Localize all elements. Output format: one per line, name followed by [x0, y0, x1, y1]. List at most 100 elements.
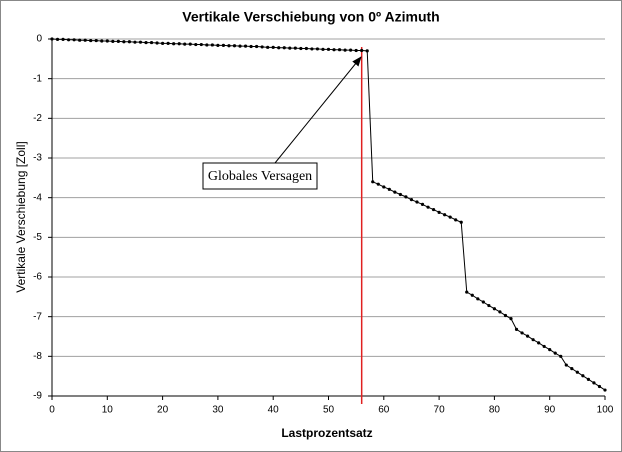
y-tick-label: -6	[33, 272, 42, 283]
point	[354, 48, 358, 53]
point	[586, 377, 591, 381]
x-tick-label: 60	[378, 405, 390, 416]
point	[537, 341, 541, 345]
point	[409, 198, 414, 202]
point	[542, 344, 546, 349]
x-tick-label: 80	[489, 405, 501, 416]
x-tick-label: 20	[157, 405, 169, 416]
point	[559, 354, 563, 358]
x-tick-label: 0	[49, 405, 55, 416]
point	[238, 44, 242, 48]
point	[72, 38, 76, 42]
point	[221, 43, 226, 47]
point	[487, 303, 491, 308]
point	[282, 46, 286, 50]
point	[293, 46, 297, 50]
point	[199, 42, 203, 47]
y-tick-label: -2	[33, 113, 42, 124]
point	[260, 45, 264, 49]
x-tick-label: 90	[544, 405, 556, 416]
point	[172, 42, 176, 46]
point	[360, 48, 364, 53]
point	[266, 45, 270, 49]
point	[454, 218, 458, 222]
x-axis-label: Lastprozentsatz	[281, 426, 372, 440]
point	[581, 374, 585, 378]
point	[426, 205, 430, 209]
point	[531, 338, 535, 342]
point	[492, 307, 496, 311]
point	[144, 40, 148, 45]
point	[188, 42, 192, 46]
point	[116, 39, 120, 43]
x-tick-label: 10	[102, 405, 114, 416]
point	[564, 363, 568, 367]
point	[597, 384, 602, 389]
point	[443, 213, 447, 217]
point	[448, 215, 452, 219]
point	[553, 351, 557, 355]
point	[100, 39, 104, 43]
point	[398, 192, 402, 197]
y-tick-label: -4	[33, 192, 42, 203]
point	[465, 290, 469, 294]
point	[459, 220, 463, 224]
point	[382, 185, 386, 189]
point	[89, 38, 93, 43]
point	[393, 190, 397, 194]
point	[365, 49, 369, 53]
point	[476, 297, 480, 301]
point	[343, 48, 347, 52]
point	[509, 317, 513, 321]
point	[210, 43, 214, 47]
annotation-box	[202, 162, 318, 190]
point	[55, 37, 60, 41]
point	[520, 331, 524, 335]
point	[111, 39, 115, 43]
point	[404, 195, 408, 199]
x-tick-label: 100	[597, 405, 614, 416]
y-tick-label: -3	[33, 153, 42, 164]
point	[321, 47, 325, 51]
point	[326, 47, 331, 51]
point	[249, 44, 253, 49]
point	[255, 44, 259, 49]
point	[194, 42, 198, 47]
point	[243, 44, 248, 48]
point	[376, 182, 380, 186]
point	[304, 46, 308, 51]
y-tick-label: -8	[33, 351, 42, 362]
x-tick-label: 70	[434, 405, 446, 416]
point	[514, 327, 519, 331]
point	[122, 40, 126, 44]
point	[83, 38, 87, 42]
point	[78, 38, 82, 42]
point	[415, 200, 419, 204]
point	[310, 47, 314, 51]
y-tick-label: 0	[36, 34, 42, 45]
chart-title: Vertikale Verschiebung von 0º Azimuth	[182, 9, 439, 25]
point	[315, 47, 320, 51]
point	[288, 46, 292, 50]
point	[216, 43, 220, 47]
point	[161, 41, 165, 45]
point	[149, 40, 154, 45]
y-axis-label: Vertikale Verschiebung [Zoll]	[14, 141, 28, 292]
annotation-arrow	[274, 56, 362, 164]
point	[349, 48, 353, 52]
point	[498, 310, 502, 314]
point	[271, 45, 275, 49]
point	[431, 207, 436, 212]
y-tick-label: -5	[33, 232, 42, 243]
y-tick-label: -9	[33, 391, 42, 402]
x-tick-label: 40	[268, 405, 280, 416]
point	[205, 43, 209, 47]
point	[177, 42, 181, 46]
point	[227, 44, 231, 48]
point	[232, 44, 237, 48]
point	[61, 37, 65, 41]
point	[50, 37, 54, 41]
plot-area: 0 -1 -2 -3 -4 -5 -6 -7 -8 -9 0 10 20 30 40 50 60 70 80 90 10…	[33, 34, 614, 416]
point	[155, 41, 159, 45]
point	[387, 187, 391, 191]
